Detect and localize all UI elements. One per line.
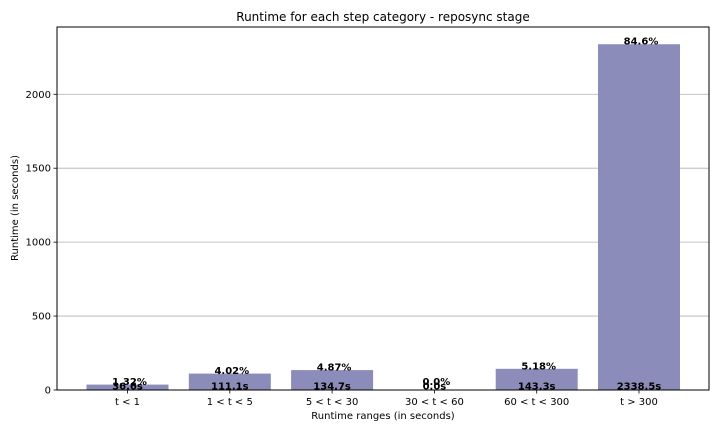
- bar: [291, 370, 374, 390]
- percent-label: 4.02%: [214, 366, 249, 377]
- value-label: 0.0s: [423, 382, 447, 393]
- bar: [188, 373, 271, 390]
- y-tick-label: 500: [32, 312, 51, 323]
- value-label: 2338.5s: [617, 382, 662, 393]
- value-label: 143.3s: [518, 382, 556, 393]
- x-axis-ticks: t < 1 1 < t < 5 5 < t < 30 30 < t < 60 60 < …: [115, 390, 658, 408]
- x-tick-label: t < 1: [115, 397, 140, 408]
- bars: [86, 44, 680, 391]
- value-label: 111.1s: [211, 382, 249, 393]
- x-axis-label: Runtime ranges (in seconds): [311, 411, 454, 422]
- percent-label: 1.32%: [112, 377, 147, 388]
- x-tick-label: 60 < t < 300: [504, 397, 569, 408]
- y-tick-label: 0: [45, 386, 51, 397]
- bar: [495, 368, 578, 390]
- percent-label: 5.18%: [521, 361, 556, 372]
- percent-label: 0.0%: [423, 377, 451, 388]
- x-tick-label: 30 < t < 60: [405, 397, 464, 408]
- plot-frame: [56, 26, 710, 391]
- bar: [598, 44, 680, 391]
- data-labels: 36.6s1.32% 111.1s 4.02% 134.7s 4.87% 0.0s0.0%…: [112, 37, 661, 393]
- value-label: 134.7s: [313, 382, 351, 393]
- y-tick-label: 1000: [26, 238, 51, 249]
- percent-label: 4.87%: [317, 363, 352, 374]
- bar: [86, 384, 169, 390]
- value-label: 36.6s: [112, 382, 143, 393]
- y-axis-ticks: 0 500 1000 1500 2000: [26, 90, 57, 397]
- y-axis-label: Runtime (in seconds): [10, 155, 21, 261]
- x-tick-label: 5 < t < 30: [306, 397, 358, 408]
- percent-label: 84.6%: [624, 37, 659, 48]
- chart-title: Runtime for each step category - reposyn…: [236, 10, 529, 24]
- y-tick-label: 2000: [26, 90, 51, 101]
- y-tick-label: 1500: [26, 164, 51, 175]
- x-tick-label: 1 < t < 5: [207, 397, 253, 408]
- x-tick-label: t > 300: [620, 397, 658, 408]
